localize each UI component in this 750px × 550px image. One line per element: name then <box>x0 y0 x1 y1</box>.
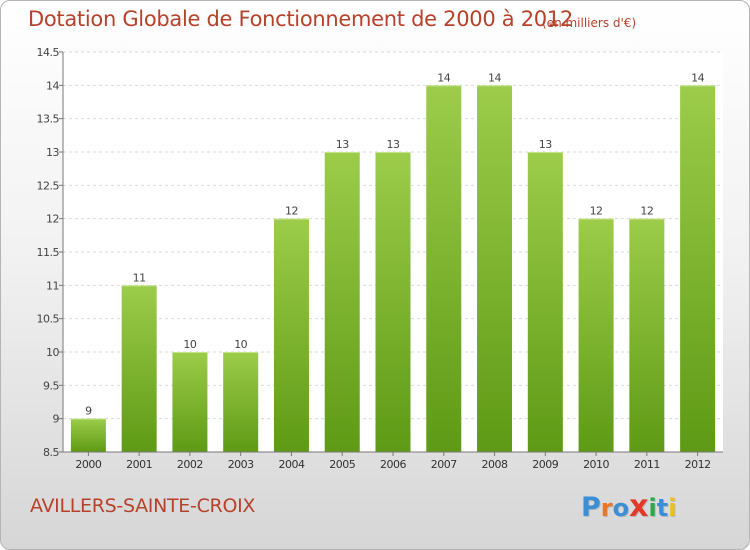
bar-2008 <box>477 85 513 452</box>
y-tick-label: 13.5 <box>37 113 60 126</box>
y-tick-label: 12.5 <box>37 179 60 192</box>
x-tick-label: 2003 <box>228 458 254 471</box>
x-tick-label: 2001 <box>126 458 152 471</box>
data-label: 14 <box>691 71 704 84</box>
chart-title: Dotation Globale de Fonctionnement de 20… <box>28 7 573 31</box>
data-label: 13 <box>539 138 552 151</box>
data-label: 14 <box>488 71 501 84</box>
bar-2012 <box>680 85 716 452</box>
x-tick-label: 2007 <box>431 458 457 471</box>
y-tick-label: 13 <box>46 146 59 159</box>
proxiti-logo: Proxiti <box>581 489 677 524</box>
y-tick-label: 9.5 <box>43 379 59 392</box>
x-tick-label: 2010 <box>583 458 609 471</box>
data-label: 10 <box>234 338 247 351</box>
data-label: 14 <box>437 71 450 84</box>
y-tick-label: 9 <box>53 413 60 426</box>
y-tick-label: 11 <box>46 279 59 292</box>
y-tick-label: 10 <box>46 346 59 359</box>
data-label: 12 <box>590 205 603 218</box>
data-label: 13 <box>336 138 349 151</box>
y-tick-label: 14.5 <box>37 46 60 59</box>
bars: 9 11 10 10 12 13 13 14 14 13 12 12 14 <box>70 71 716 452</box>
data-label: 9 <box>85 405 92 418</box>
axes: 8.5 9 9.5 10 10.5 11 11.5 12 12.5 13 13.5 14 14.5 200… <box>37 46 723 471</box>
y-tick-label: 8.5 <box>43 446 59 459</box>
bar-2004 <box>273 218 309 452</box>
bar-2011 <box>629 218 665 452</box>
data-label: 12 <box>285 205 298 218</box>
bar-2009 <box>527 152 563 452</box>
bar-2000 <box>70 418 106 452</box>
data-label: 10 <box>183 338 196 351</box>
bar-2001 <box>121 285 157 452</box>
x-tick-label: 2008 <box>482 458 508 471</box>
bar-2005 <box>324 152 360 452</box>
x-tick-label: 2011 <box>634 458 660 471</box>
x-tick-label: 2009 <box>532 458 558 471</box>
x-tick-label: 2012 <box>685 458 711 471</box>
bar-2007 <box>426 85 462 452</box>
x-tick-label: 2000 <box>75 458 101 471</box>
chart-unit: (en milliers d'€) <box>542 16 637 30</box>
y-tick-label: 14 <box>46 79 59 92</box>
y-tick-label: 10.5 <box>37 313 60 326</box>
x-tick-label: 2006 <box>380 458 406 471</box>
bar-2010 <box>578 218 614 452</box>
bar-2002 <box>172 352 208 452</box>
y-tick-label: 11.5 <box>37 246 60 259</box>
x-tick-label: 2004 <box>278 458 304 471</box>
place-name: AVILLERS-SAINTE-CROIX <box>30 495 256 517</box>
bar-2003 <box>223 352 259 452</box>
data-label: 12 <box>640 205 653 218</box>
data-label: 13 <box>387 138 400 151</box>
x-tick-label: 2002 <box>177 458 203 471</box>
bar-2006 <box>375 152 411 452</box>
x-tick-label: 2005 <box>329 458 355 471</box>
data-label: 11 <box>133 271 146 284</box>
y-tick-label: 12 <box>46 213 59 226</box>
